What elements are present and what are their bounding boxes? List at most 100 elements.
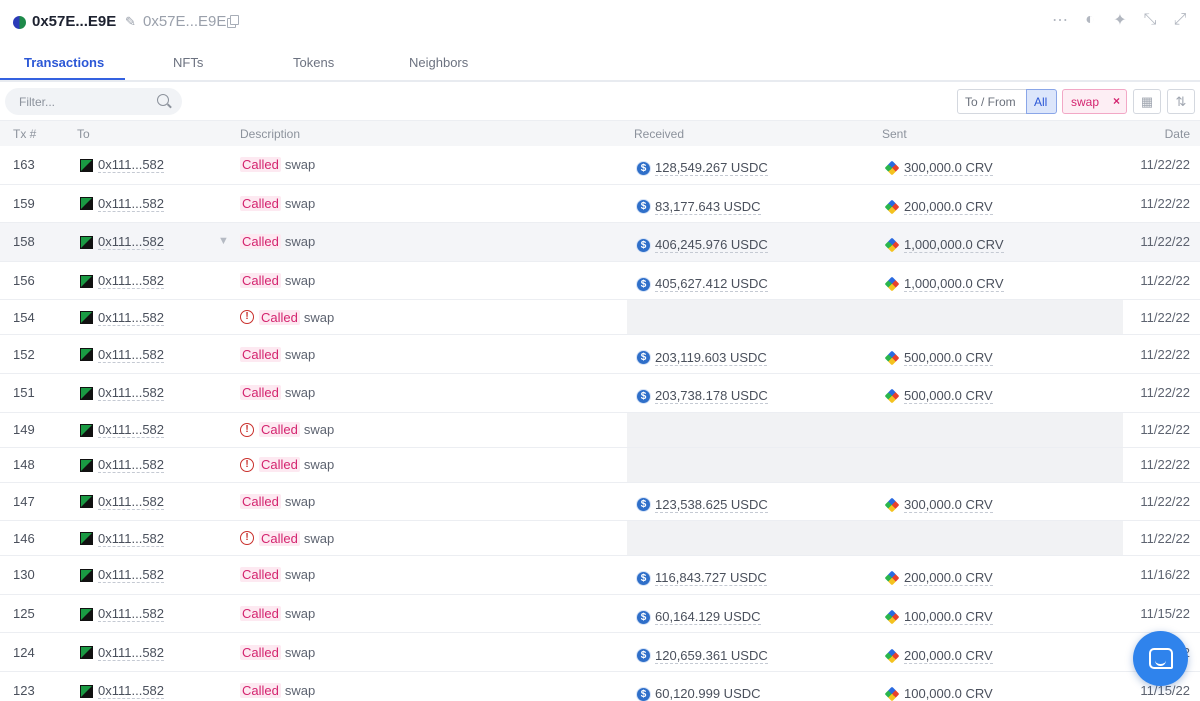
table-row[interactable]: 154 0x111...582! Called swap 11/22/22 (0, 300, 1200, 336)
table-row[interactable]: 151 0x111...582 Called swap $203,738.178 USD… (0, 374, 1200, 413)
method-name[interactable]: swap (284, 644, 316, 660)
received-value[interactable]: 405,627.412 USDC (655, 276, 768, 293)
tab-nfts[interactable]: NFTs (173, 55, 204, 70)
to-address[interactable]: 0x111...582 (80, 234, 165, 251)
table-row[interactable]: 163 0x111...582 Called swap $128,549.267 USD… (0, 146, 1200, 185)
all-toggle[interactable]: All (1026, 89, 1057, 114)
received-value[interactable]: 128,549.267 USDC (655, 160, 768, 177)
address-title[interactable]: 0x57E...E9E (32, 13, 117, 30)
col-sent[interactable]: Sent (882, 127, 907, 141)
table-row[interactable]: 159 0x111...582 Called swap $83,177.643 USDC… (0, 185, 1200, 224)
sent-amount: 200,000.0 CRV (884, 647, 993, 664)
method-name[interactable]: swap (284, 683, 316, 699)
method-name[interactable]: swap (284, 493, 316, 509)
sent-value[interactable]: 300,000.0 CRV (904, 496, 993, 513)
pin-icon[interactable]: ✦ (1113, 12, 1127, 29)
method-name[interactable]: swap (284, 385, 316, 401)
sent-value[interactable]: 300,000.0 CRV (904, 160, 993, 177)
table-row[interactable]: 130 0x111...582 Called swap $116,843.727 USD… (0, 556, 1200, 595)
edit-icon[interactable]: ✎ (125, 14, 136, 29)
col-description[interactable]: Description (240, 127, 301, 141)
collapse-icon[interactable]: ⤡ (1143, 11, 1157, 28)
method-name[interactable]: swap (303, 457, 335, 473)
sent-value[interactable]: 200,000.0 CRV (904, 647, 993, 664)
chip-remove-icon[interactable]: × (1112, 94, 1120, 108)
received-value[interactable]: 60,164.129 USDC (655, 609, 761, 626)
sent-value[interactable]: 500,000.0 CRV (904, 349, 993, 366)
to-address-text: 0x111...582 (98, 493, 165, 510)
table-row[interactable]: 123 0x111...582 Called swap $60,120.999 USDC… (0, 672, 1200, 701)
received-value[interactable]: 116,843.727 USDC (655, 570, 767, 587)
chip-label: swap (1071, 94, 1100, 109)
to-address-text: 0x111...582 (98, 195, 165, 212)
method-name[interactable]: swap (284, 157, 316, 173)
table-row[interactable]: 124 0x111...582 Called swap $120,659.361 USD… (0, 633, 1200, 672)
method-name[interactable]: swap (284, 273, 316, 289)
contract-icon (80, 495, 93, 509)
received-value[interactable]: 203,738.178 USDC (655, 388, 768, 405)
to-address[interactable]: 0x111...582 (80, 310, 165, 326)
received-value[interactable]: 203,119.603 USDC (655, 349, 767, 366)
to-address[interactable]: 0x111...582 (80, 422, 165, 439)
received-value[interactable]: 60,120.999 USDC (655, 686, 761, 701)
table-row[interactable]: 152 0x111...582 Called swap $203,119.603 USD… (0, 335, 1200, 374)
to-address[interactable]: 0x111...582 (80, 493, 165, 510)
sent-value[interactable]: 200,000.0 CRV (904, 570, 993, 587)
method-name[interactable]: swap (284, 234, 316, 250)
filter-funnel-icon[interactable]: ▼ (218, 235, 229, 248)
to-address[interactable]: 0x111...582 (80, 457, 165, 474)
sort-button[interactable]: ⇅ (1167, 89, 1195, 114)
col-to[interactable]: To (77, 127, 90, 141)
method-name[interactable]: swap (284, 606, 316, 622)
table-row[interactable]: 147 0x111...582 Called swap $123,538.625 USD… (0, 483, 1200, 522)
table-row[interactable]: 125 0x111...582 Called swap $60,164.129 USDC… (0, 595, 1200, 634)
to-address-text: 0x111...582 (98, 234, 165, 251)
to-address[interactable]: 0x111...582 (80, 531, 165, 547)
sent-value[interactable]: 100,000.0 CRV (904, 609, 993, 626)
method-name[interactable]: swap (303, 309, 335, 325)
copy-icon[interactable] (227, 15, 239, 28)
more-icon[interactable]: ⋯ (1052, 12, 1068, 29)
sent-value[interactable]: 500,000.0 CRV (904, 388, 993, 405)
table-row[interactable]: 158 0x111...582 ▼ Called swap $406,245.976 US… (0, 223, 1200, 262)
to-from-toggle[interactable]: To / From (957, 89, 1027, 114)
col-tx[interactable]: Tx # (13, 127, 37, 141)
to-address[interactable]: 0x111...582 (80, 606, 165, 623)
col-received[interactable]: Received (634, 127, 685, 141)
expand-icon[interactable]: ⤢ (1173, 11, 1187, 28)
table-row[interactable]: 156 0x111...582 Called swap $405,627.412 USD… (0, 262, 1200, 301)
to-address[interactable]: 0x111...582 (80, 347, 165, 363)
to-address[interactable]: 0x111...582 (80, 157, 165, 174)
method-name[interactable]: swap (284, 346, 316, 362)
calendar-button[interactable]: ▦ (1133, 89, 1161, 114)
col-date[interactable]: Date (1164, 127, 1190, 141)
to-address[interactable]: 0x111...582 (80, 195, 165, 212)
received-value[interactable]: 83,177.643 USDC (655, 198, 761, 215)
called-label: Called (240, 567, 281, 583)
received-value[interactable]: 406,245.976 USDC (655, 237, 768, 254)
method-name[interactable]: swap (284, 195, 316, 211)
chat-button[interactable] (1133, 631, 1188, 686)
sent-value[interactable]: 1,000,000.0 CRV (904, 237, 1004, 254)
logo-icon[interactable]: ◐ (1085, 11, 1095, 28)
method-name[interactable]: swap (284, 567, 316, 583)
to-address[interactable]: 0x111...582 (80, 683, 165, 700)
tab-transactions[interactable]: Transactions (24, 55, 105, 70)
to-address[interactable]: 0x111...582 (80, 645, 165, 661)
table-row[interactable]: 146 0x111...582! Called swap 11/22/22 (0, 521, 1200, 557)
tab-tokens[interactable]: Tokens (293, 55, 335, 70)
filter-input[interactable] (5, 88, 182, 115)
to-address[interactable]: 0x111...582 (80, 385, 165, 402)
table-row[interactable]: 149 0x111...582! Called swap 11/22/22 (0, 412, 1200, 448)
sent-value[interactable]: 200,000.0 CRV (904, 198, 993, 215)
to-address[interactable]: 0x111...582 (80, 567, 165, 584)
sent-value[interactable]: 1,000,000.0 CRV (904, 276, 1004, 293)
sent-value[interactable]: 100,000.0 CRV (904, 686, 993, 701)
to-address[interactable]: 0x111...582 (80, 273, 165, 290)
received-value[interactable]: 123,538.625 USDC (655, 496, 768, 513)
tab-neighbors[interactable]: Neighbors (409, 55, 469, 70)
table-row[interactable]: 148 0x111...582! Called swap 11/22/22 (0, 447, 1200, 483)
method-name[interactable]: swap (303, 422, 335, 438)
received-value[interactable]: 120,659.361 USDC (655, 647, 768, 664)
method-name[interactable]: swap (303, 530, 335, 546)
